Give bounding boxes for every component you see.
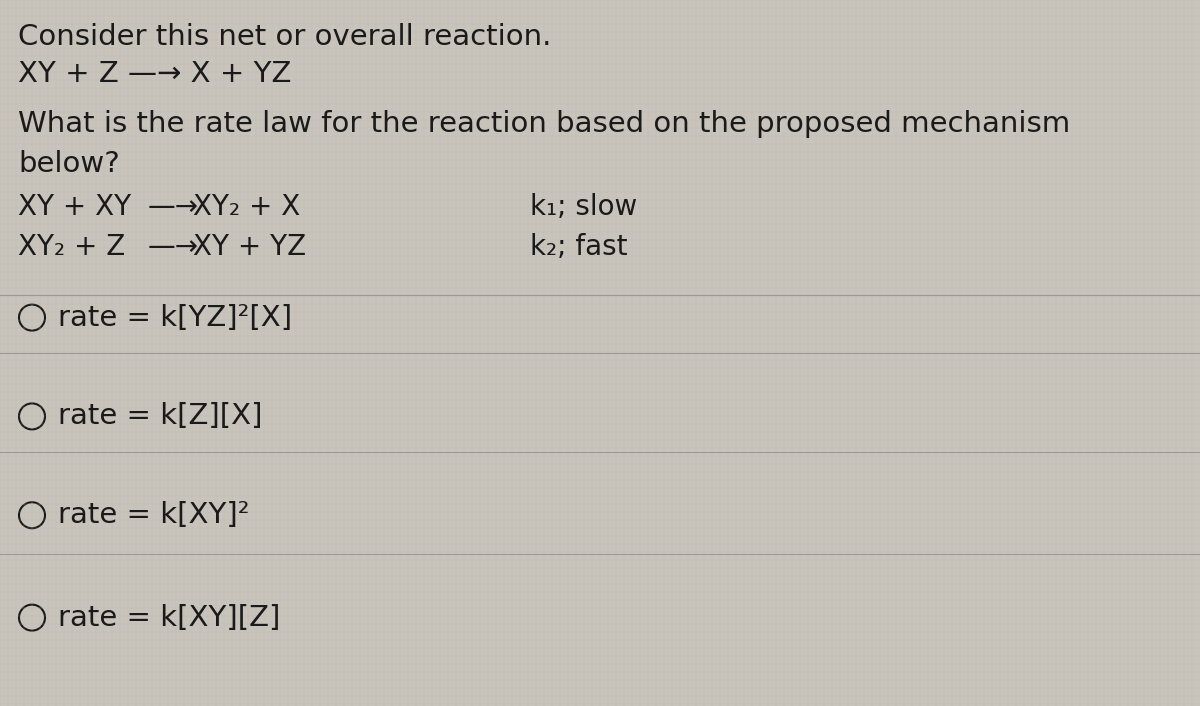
Text: —→: —→ — [148, 233, 199, 261]
Text: XY + Z —→ X + YZ: XY + Z —→ X + YZ — [18, 60, 292, 88]
Text: rate = k[XY][Z]: rate = k[XY][Z] — [58, 604, 281, 632]
Text: k₁; slow: k₁; slow — [530, 193, 637, 221]
Text: XY₂ + Z: XY₂ + Z — [18, 233, 125, 261]
Text: XY₂ + X: XY₂ + X — [193, 193, 300, 221]
Text: rate = k[Z][X]: rate = k[Z][X] — [58, 402, 263, 431]
Text: XY + YZ: XY + YZ — [193, 233, 306, 261]
Text: —→: —→ — [148, 193, 199, 221]
Text: k₂; fast: k₂; fast — [530, 233, 628, 261]
Text: XY + XY: XY + XY — [18, 193, 131, 221]
Text: What is the rate law for the reaction based on the proposed mechanism: What is the rate law for the reaction ba… — [18, 110, 1070, 138]
Text: rate = k[YZ]²[X]: rate = k[YZ]²[X] — [58, 304, 292, 332]
Text: Consider this net or overall reaction.: Consider this net or overall reaction. — [18, 23, 551, 51]
Text: rate = k[XY]²: rate = k[XY]² — [58, 501, 250, 530]
Text: below?: below? — [18, 150, 120, 178]
